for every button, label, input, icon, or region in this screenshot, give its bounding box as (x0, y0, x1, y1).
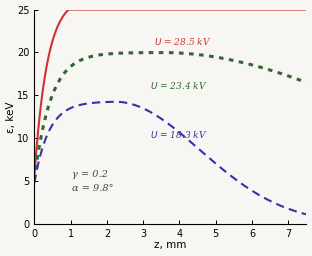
X-axis label: z, mm: z, mm (154, 240, 187, 250)
Text: γ = 0.2: γ = 0.2 (72, 170, 108, 179)
Text: α = 9.8°: α = 9.8° (72, 184, 114, 193)
Text: $\mathit{U}$ = 18.3 kV: $\mathit{U}$ = 18.3 kV (150, 129, 208, 140)
Text: $\mathit{U}$ = 23.4 kV: $\mathit{U}$ = 23.4 kV (150, 80, 208, 91)
Text: $\mathit{U}$ = 28.5 kV: $\mathit{U}$ = 28.5 kV (154, 36, 212, 47)
Y-axis label: ε, keV: ε, keV (6, 101, 16, 133)
